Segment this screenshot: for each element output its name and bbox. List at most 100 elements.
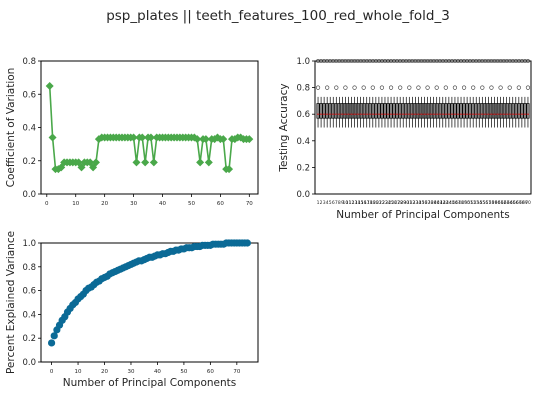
box-body bbox=[425, 103, 430, 119]
box-body bbox=[435, 103, 439, 119]
x-tick-label: 70 bbox=[525, 200, 531, 206]
x-tick-label: 14 bbox=[355, 200, 361, 206]
x-tick-label: 15 bbox=[358, 200, 364, 206]
cv-data-point bbox=[132, 158, 141, 167]
x-tick-label: 46 bbox=[452, 200, 458, 206]
box-body bbox=[429, 103, 433, 119]
box-body bbox=[383, 103, 387, 119]
y-tick-label: 0.0 bbox=[296, 190, 310, 200]
x-tick-label: 41 bbox=[437, 200, 443, 206]
box-body bbox=[505, 103, 509, 119]
box-body bbox=[459, 103, 463, 119]
x-tick-label: 11 bbox=[346, 200, 352, 206]
box-body bbox=[422, 103, 427, 119]
x-tick-label: 3 bbox=[323, 200, 326, 206]
x-tick-label: 30 bbox=[403, 200, 409, 206]
box-body bbox=[359, 103, 363, 119]
x-tick-label: 20 bbox=[101, 201, 108, 207]
box-body bbox=[377, 103, 381, 119]
x-tick-label: 60 bbox=[207, 369, 214, 375]
cv-data-point bbox=[204, 158, 213, 167]
cv-data-point bbox=[245, 135, 254, 144]
x-tick-label: 33 bbox=[413, 200, 419, 206]
x-tick-label: 34 bbox=[416, 200, 422, 206]
x-tick-label: 57 bbox=[486, 200, 492, 206]
plot-frame bbox=[40, 60, 259, 195]
box-body bbox=[447, 103, 451, 119]
box-outlier bbox=[398, 85, 403, 90]
x-tick-label: 8 bbox=[338, 200, 341, 206]
box-body bbox=[483, 103, 487, 119]
box-body bbox=[450, 103, 454, 119]
x-tick-label: 10 bbox=[343, 200, 349, 206]
box-body bbox=[340, 103, 344, 119]
y-tick-label: 0.8 bbox=[22, 57, 36, 67]
x-tick-label: 62 bbox=[501, 200, 507, 206]
box-body bbox=[416, 103, 421, 119]
box-body bbox=[489, 103, 494, 119]
x-tick-label: 18 bbox=[367, 200, 373, 206]
box-body bbox=[395, 103, 399, 119]
x-tick-label: 47 bbox=[455, 200, 461, 206]
cv-data-point bbox=[225, 165, 234, 174]
box-body bbox=[514, 103, 518, 119]
x-tick-label: 68 bbox=[519, 200, 525, 206]
box-body bbox=[517, 103, 521, 119]
box-body bbox=[386, 103, 390, 119]
pev-data-point bbox=[50, 332, 58, 340]
x-axis-label: Number of Principal Components bbox=[63, 377, 237, 389]
y-axis-label: Testing Accuracy bbox=[278, 83, 290, 172]
cv-series-line bbox=[48, 85, 250, 170]
box-body bbox=[502, 103, 506, 119]
x-tick-label: 28 bbox=[397, 200, 403, 206]
x-tick-label: 63 bbox=[504, 200, 510, 206]
box-outlier bbox=[352, 85, 357, 90]
x-tick-label: 59 bbox=[492, 200, 498, 206]
x-tick-label: 6 bbox=[332, 200, 335, 206]
x-tick-label: 70 bbox=[233, 369, 240, 375]
x-tick-label: 31 bbox=[406, 200, 412, 206]
pev-data-point bbox=[243, 239, 252, 247]
cv-data-point bbox=[141, 158, 150, 167]
box-body bbox=[368, 103, 372, 119]
x-tick-label: 5 bbox=[329, 200, 332, 206]
box-body bbox=[526, 103, 530, 119]
x-tick-label: 65 bbox=[510, 200, 516, 206]
x-tick-label: 51 bbox=[467, 200, 473, 206]
x-tick-label: 60 bbox=[495, 200, 501, 206]
y-tick-label: 0.4 bbox=[296, 137, 310, 147]
box-body bbox=[343, 103, 347, 119]
figure-suptitle: psp_plates || teeth_features_100_red_who… bbox=[106, 8, 450, 24]
box-outlier bbox=[416, 85, 421, 90]
box-body bbox=[410, 103, 414, 119]
box-body bbox=[331, 103, 335, 119]
cv-data-point bbox=[196, 158, 205, 167]
x-tick-label: 32 bbox=[409, 200, 415, 206]
x-tick-label: 26 bbox=[391, 200, 397, 206]
box-body bbox=[337, 103, 341, 119]
y-tick-label: 1.0 bbox=[296, 57, 310, 67]
box-outlier bbox=[434, 85, 439, 90]
x-tick-label: 64 bbox=[507, 200, 513, 206]
box-body bbox=[371, 103, 375, 119]
x-tick-label: 27 bbox=[394, 200, 400, 206]
y-tick-label: 1.0 bbox=[22, 239, 36, 249]
box-outlier bbox=[361, 85, 366, 90]
pev-data-point bbox=[47, 339, 56, 347]
box-body bbox=[319, 103, 323, 119]
box-body bbox=[511, 103, 515, 119]
accuracy-boxplot: 0.0 0.2 0.4 0.6 0.8 1.0 Testing Accuracy Number… bbox=[278, 57, 532, 221]
x-tick-label: 29 bbox=[400, 200, 406, 206]
x-tick-label: 55 bbox=[479, 200, 485, 206]
x-tick-label: 0 bbox=[45, 201, 49, 207]
x-tick-label: 54 bbox=[476, 200, 482, 206]
box-body bbox=[392, 103, 396, 119]
y-tick-label: 0.4 bbox=[22, 310, 36, 320]
x-tick-label: 70 bbox=[246, 201, 253, 207]
box-body bbox=[362, 103, 366, 119]
x-tick-label: 43 bbox=[443, 200, 449, 206]
box-outlier bbox=[452, 85, 458, 90]
y-tick-label: 0.6 bbox=[296, 110, 310, 120]
cv-data-point bbox=[91, 158, 100, 167]
